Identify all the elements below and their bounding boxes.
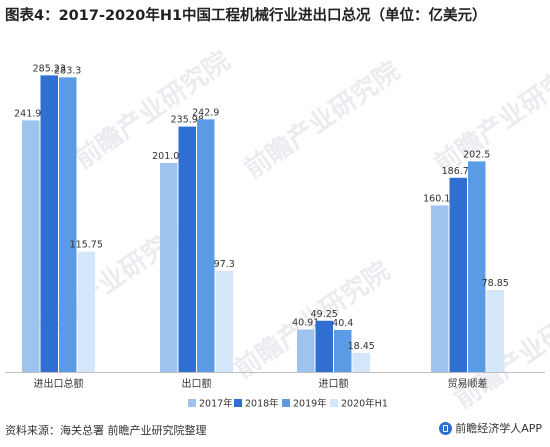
bar <box>334 329 352 372</box>
chart-title: 图表4：2017-2020年H1中国工程机械行业进出口总况（单位：亿美元） <box>5 8 487 24</box>
data-label: 201.01 <box>152 151 185 162</box>
category-label: 出口额 <box>182 377 212 390</box>
brand-logo-icon <box>439 421 453 435</box>
bar <box>468 161 486 372</box>
data-label: 40.91 <box>292 317 319 328</box>
legend-swatch <box>188 399 196 407</box>
data-label: 186.73 <box>442 166 475 177</box>
data-label: 78.85 <box>482 278 509 289</box>
legend-swatch <box>330 399 338 407</box>
data-label: 235.98 <box>171 115 204 126</box>
bar <box>352 352 370 372</box>
legend-label: 2018年 <box>245 398 279 410</box>
bar <box>431 205 449 372</box>
data-label: 160.17 <box>423 193 456 204</box>
legend-swatch <box>234 399 242 407</box>
bar <box>40 75 58 372</box>
category-label: 进出口总额 <box>34 377 84 390</box>
bar <box>197 119 215 372</box>
bar <box>297 329 315 372</box>
data-label: 49.25 <box>311 309 338 320</box>
bar <box>215 270 233 372</box>
bar <box>77 251 95 372</box>
data-label: 202.5 <box>463 149 490 160</box>
data-label: 242.9 <box>192 107 219 118</box>
data-label: 40.4 <box>332 318 353 329</box>
bar <box>178 126 196 372</box>
bar <box>486 289 504 372</box>
brand-label: 前瞻经济学人APP <box>455 422 542 435</box>
legend-label: 2017年 <box>199 398 233 410</box>
bar <box>315 320 333 372</box>
data-label: 241.93 <box>14 108 47 119</box>
legend-label: 2019年 <box>293 398 327 410</box>
data-label: 115.75 <box>70 240 103 251</box>
data-label: 18.45 <box>348 341 375 352</box>
category-label: 进口额 <box>319 377 349 390</box>
data-label: 283.3 <box>54 65 81 76</box>
category-label: 贸易顺差 <box>448 377 488 390</box>
bar <box>160 162 178 372</box>
data-label: 97.3 <box>214 259 235 270</box>
data-label: 285.23 <box>33 63 66 74</box>
legend-swatch <box>282 399 290 407</box>
brand-footer: 前瞻经济学人APP <box>439 420 542 436</box>
bar <box>449 177 467 372</box>
source-note: 资料来源：海关总署 前瞻产业研究院整理 <box>5 424 207 437</box>
legend-label: 2020年H1 <box>341 398 388 410</box>
bar <box>59 77 77 373</box>
bar <box>22 120 40 373</box>
